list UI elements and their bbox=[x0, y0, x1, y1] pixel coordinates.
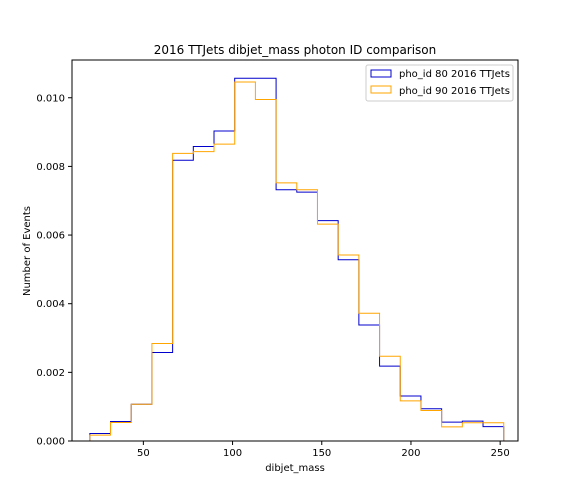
chart-title: 2016 TTJets dibjet_mass photon ID compar… bbox=[154, 43, 437, 57]
legend-label-series-2: pho_id 90 2016 TTJets bbox=[399, 86, 510, 97]
legend-label-series-1: pho_id 80 2016 TTJets bbox=[399, 69, 510, 80]
y-tick-label: 0.002 bbox=[36, 368, 65, 379]
y-tick-label: 0.008 bbox=[36, 162, 65, 173]
histogram-series-2 bbox=[89, 81, 505, 441]
plot-area bbox=[71, 59, 519, 442]
y-axis-ticks: 0.000 0.002 0.004 0.006 0.008 0.010 bbox=[36, 93, 72, 448]
legend: pho_id 80 2016 TTJets pho_id 90 2016 TTJ… bbox=[365, 64, 514, 102]
y-tick-label: 0.010 bbox=[36, 93, 65, 104]
x-tick-label: 250 bbox=[491, 448, 510, 459]
y-axis-label: Number of Events bbox=[22, 206, 33, 296]
legend-swatch-series-1 bbox=[370, 69, 392, 78]
plot-frame bbox=[71, 59, 519, 442]
legend-swatch-series-2 bbox=[370, 85, 392, 94]
y-tick-label: 0.000 bbox=[36, 437, 65, 448]
x-tick-label: 50 bbox=[137, 448, 150, 459]
y-tick-label: 0.004 bbox=[36, 299, 65, 310]
x-tick-label: 200 bbox=[401, 448, 420, 459]
series-layer bbox=[89, 77, 505, 441]
x-tick-label: 100 bbox=[223, 448, 242, 459]
x-axis-label: dibjet_mass bbox=[265, 463, 325, 474]
legend-box bbox=[365, 64, 514, 102]
x-axis-ticks: 50 100 150 200 250 bbox=[137, 441, 510, 459]
y-tick-label: 0.006 bbox=[36, 231, 65, 242]
x-tick-label: 150 bbox=[312, 448, 331, 459]
